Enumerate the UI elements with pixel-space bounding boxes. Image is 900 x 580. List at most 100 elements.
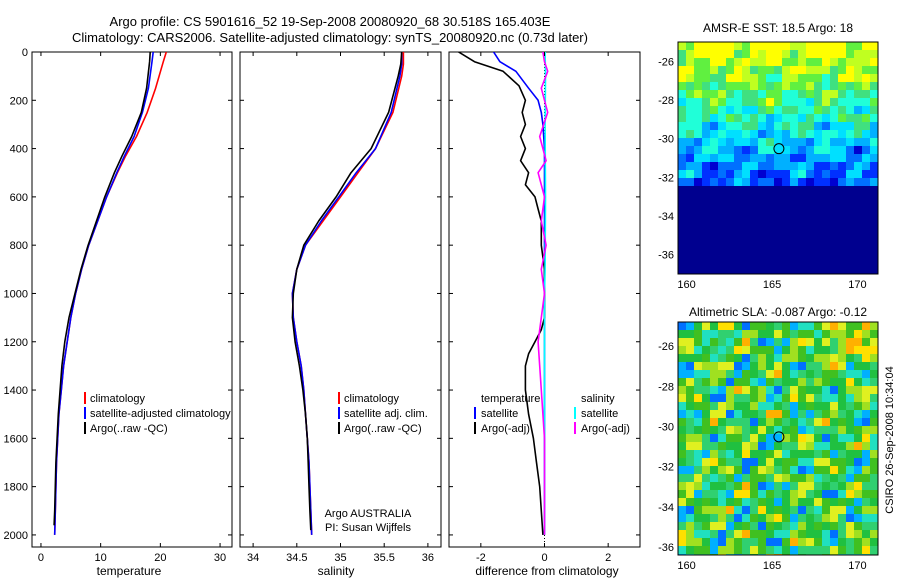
map-cell (678, 410, 687, 419)
map-cell (710, 538, 719, 547)
map-cell (726, 122, 735, 131)
map-cell (806, 354, 815, 363)
map-cell (782, 178, 791, 187)
map-cell (726, 242, 735, 251)
map-cell (694, 474, 703, 483)
map-cell (846, 170, 855, 179)
map-cell (790, 386, 799, 395)
map-cell (766, 458, 775, 467)
map-cell (782, 226, 791, 235)
map-cell (758, 466, 767, 475)
map-cell (694, 482, 703, 491)
map-cell (830, 530, 839, 539)
map-cell (726, 90, 735, 99)
y-tick-label: 0 (22, 47, 28, 59)
map-cell (862, 194, 871, 203)
map-cell (822, 138, 831, 147)
map-cell (870, 434, 878, 443)
temperature-legend: climatology satellite-adjusted climatolo… (84, 392, 231, 435)
map-cell (710, 338, 719, 347)
map-cell (710, 354, 719, 363)
map-cell (710, 450, 719, 459)
map-cell (718, 418, 727, 427)
map-cell (814, 170, 823, 179)
map-cell (734, 346, 743, 355)
map-cell (846, 50, 855, 59)
map-cell (678, 266, 687, 274)
map-cell (822, 402, 831, 411)
map-cell (862, 394, 871, 403)
map-cell (678, 58, 687, 67)
map-cell (870, 170, 878, 179)
map-cell (854, 458, 863, 467)
map-cell (862, 514, 871, 523)
map-cell (734, 162, 743, 171)
map-cell (702, 346, 711, 355)
map-cell (758, 426, 767, 435)
map-cell (702, 170, 711, 179)
map-cell (718, 506, 727, 515)
map-cell (758, 218, 767, 227)
map-cell (838, 338, 847, 347)
map-cell (854, 346, 863, 355)
map-cell (838, 466, 847, 475)
map-cell (782, 538, 791, 547)
x-tick-label: 35.5 (373, 552, 394, 564)
map-cell (822, 130, 831, 139)
map-cell (750, 66, 759, 75)
map-cell (782, 250, 791, 259)
map-cell (814, 522, 823, 531)
map-cell (822, 426, 831, 435)
map-cell (710, 530, 719, 539)
map-cell (822, 418, 831, 427)
y-tick-label: 600 (10, 192, 28, 204)
difference-series-magenta (537, 52, 549, 535)
map-cell (710, 346, 719, 355)
map-cell (702, 490, 711, 499)
map-cell (686, 258, 695, 267)
map-cell (838, 58, 847, 67)
map-cell (678, 162, 687, 171)
map-cell (718, 130, 727, 139)
map-cell (782, 58, 791, 67)
map-cell (694, 66, 703, 75)
map-cell (750, 522, 759, 531)
map-cell (854, 410, 863, 419)
map-cell (694, 386, 703, 395)
map-cell (702, 250, 711, 259)
map-cell (694, 466, 703, 475)
map-cell (790, 442, 799, 451)
map-cell (742, 226, 751, 235)
map-cell (766, 122, 775, 131)
map-cell (862, 258, 871, 267)
y-tick-label: -30 (658, 421, 674, 433)
map-cell (694, 202, 703, 211)
sla-map-frame (677, 321, 879, 556)
map-cell (726, 498, 735, 507)
map-cell (838, 506, 847, 515)
map-cell (862, 410, 871, 419)
map-cell (846, 546, 855, 555)
map-cell (774, 74, 783, 83)
map-cell (814, 154, 823, 163)
map-cell (806, 250, 815, 259)
y-tick-label: 1400 (4, 385, 28, 397)
map-cell (870, 66, 878, 75)
map-cell (774, 234, 783, 243)
map-cell (814, 394, 823, 403)
map-cell (750, 386, 759, 395)
map-cell (806, 234, 815, 243)
legend-title-salinity: salinity (581, 393, 615, 405)
map-cell (734, 450, 743, 459)
map-cell (814, 202, 823, 211)
map-cell (750, 170, 759, 179)
map-cell (734, 546, 743, 555)
y-tick-label: -28 (658, 95, 674, 107)
map-cell (846, 514, 855, 523)
map-cell (838, 370, 847, 379)
map-cell (694, 458, 703, 467)
map-cell (790, 378, 799, 387)
map-cell (830, 266, 839, 274)
map-cell (678, 458, 687, 467)
map-cell (750, 178, 759, 187)
